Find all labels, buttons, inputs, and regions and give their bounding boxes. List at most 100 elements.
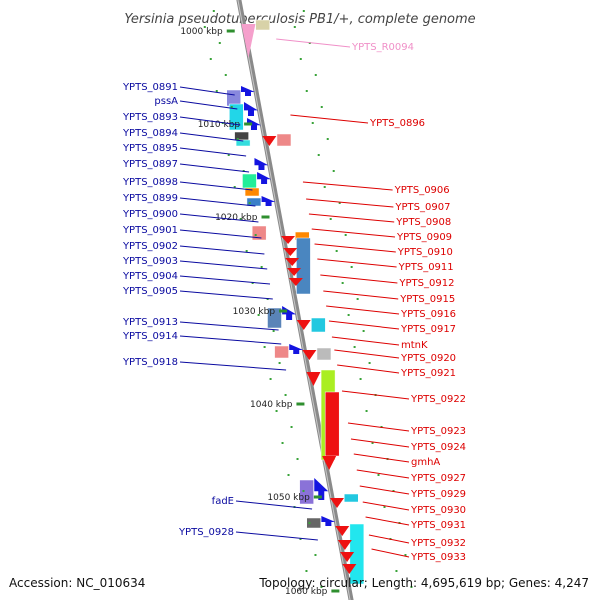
- track-dot: [305, 570, 308, 572]
- track-dot: [395, 570, 398, 572]
- right-callout-line: [290, 114, 369, 124]
- track-dot: [257, 314, 260, 316]
- left-callout-line: [179, 197, 256, 207]
- track-dot: [344, 234, 347, 236]
- right-callout-line: [323, 290, 399, 300]
- track-dot: [248, 202, 251, 204]
- backbone-layer: [236, 0, 354, 600]
- track-dot: [233, 186, 236, 188]
- right-gene-label: YPTS_0931: [410, 520, 466, 531]
- left-callout-line: [179, 290, 273, 300]
- track-dot: [404, 554, 407, 556]
- track-dot: [236, 138, 239, 140]
- right-callout-line: [356, 469, 410, 479]
- right-gene-label: YPTS_0907: [394, 202, 450, 213]
- track-dot: [347, 314, 350, 316]
- left-gene-label: pssA: [154, 96, 178, 107]
- left-callout-line: [235, 500, 313, 510]
- gene-block: [324, 391, 340, 457]
- left-gene-label: YPTS_0902: [122, 241, 178, 252]
- left-callout-line: [179, 86, 235, 96]
- track-dot: [245, 250, 248, 252]
- reverse-gene-arrow: [335, 526, 350, 536]
- left-gene-label: YPTS_0905: [122, 286, 178, 297]
- right-gene-label: YPTS_0910: [397, 247, 453, 258]
- gene-block: [316, 347, 332, 361]
- track-dot: [350, 266, 353, 268]
- right-callout-line: [326, 305, 400, 315]
- reverse-gene-arrow: [342, 564, 357, 574]
- left-gene-label: YPTS_0914: [122, 331, 178, 342]
- left-gene-label: YPTS_0918: [122, 357, 178, 368]
- reverse-gene-arrow: [337, 540, 352, 550]
- track-dot: [377, 474, 380, 476]
- accession-text: Accession: NC_010634: [9, 576, 145, 590]
- track-dot: [278, 362, 281, 364]
- track-dot: [215, 90, 218, 92]
- right-callout-line: [311, 228, 396, 238]
- track-dot: [224, 74, 227, 76]
- forward-gene-arrow: [321, 516, 336, 526]
- right-gene-label: YPTS_0915: [399, 294, 455, 305]
- track-dot: [203, 26, 206, 28]
- right-callout-line: [362, 501, 410, 511]
- left-gene-label: YPTS_0895: [122, 143, 178, 154]
- track-dot: [332, 170, 335, 172]
- forward-gene-arrow: [243, 102, 258, 116]
- reverse-gene-arrow: [287, 268, 302, 276]
- right-gene-label: YPTS_0923: [410, 426, 466, 437]
- track-dot: [209, 58, 212, 60]
- tick-label: 1050 kbp: [267, 493, 310, 503]
- right-callout-line: [314, 243, 396, 253]
- left-gene-label: YPTS_0904: [122, 271, 178, 282]
- track-dot: [365, 410, 368, 412]
- left-callout-line: [179, 335, 282, 345]
- reverse-gene-arrow: [340, 552, 355, 562]
- right-callout-line: [328, 320, 400, 330]
- tick-layer: 1000 kbp 1010 kbp 1020 kbp 1030 kbp 1040 kbp…: [180, 10, 413, 597]
- reverse-gene-arrow: [306, 372, 321, 386]
- track-dot: [320, 106, 323, 108]
- track-dot: [302, 10, 305, 12]
- track-dot: [329, 218, 332, 220]
- track-dot: [263, 346, 266, 348]
- track-dot: [371, 442, 374, 444]
- right-callout-line: [350, 438, 410, 448]
- reverse-gene-arrow: [288, 278, 303, 286]
- right-gene-label: YPTS_0922: [410, 394, 466, 405]
- track-dot: [272, 330, 275, 332]
- track-dot: [296, 458, 299, 460]
- track-dot: [305, 90, 308, 92]
- right-callout-line: [337, 364, 400, 374]
- reverse-gene-arrow: [302, 350, 317, 360]
- track-dot: [275, 410, 278, 412]
- left-gene-label: YPTS_0891: [122, 82, 178, 93]
- forward-gene-arrow: [241, 86, 256, 96]
- tick-label: 1020 kbp: [215, 213, 258, 223]
- gene-block: [344, 493, 359, 503]
- track-dot: [410, 586, 413, 588]
- left-callout-line: [179, 147, 247, 157]
- right-gene-label: YPTS_0909: [396, 232, 452, 243]
- left-callout-line: [179, 100, 238, 110]
- left-gene-label: YPTS_0894: [122, 128, 178, 139]
- left-callout-line: [179, 181, 253, 191]
- right-gene-label: YPTS_0917: [400, 324, 456, 335]
- left-callout-line: [179, 213, 259, 223]
- left-callout-line: [179, 229, 262, 239]
- track-dot: [227, 154, 230, 156]
- gene-block: [306, 517, 321, 529]
- left-callout-line: [179, 245, 265, 255]
- reverse-gene-arrow: [241, 24, 256, 58]
- track-dot: [218, 42, 221, 44]
- tick-label: 1060 kbp: [285, 587, 328, 597]
- left-callout-line: [179, 260, 268, 270]
- forward-gene-arrow: [289, 344, 304, 354]
- track-dot: [323, 186, 326, 188]
- tick-label: 1010 kbp: [198, 120, 241, 130]
- reverse-gene-arrow: [281, 236, 296, 244]
- track-dot: [383, 506, 386, 508]
- right-callout-line: [353, 453, 410, 463]
- gene-block: [235, 139, 251, 147]
